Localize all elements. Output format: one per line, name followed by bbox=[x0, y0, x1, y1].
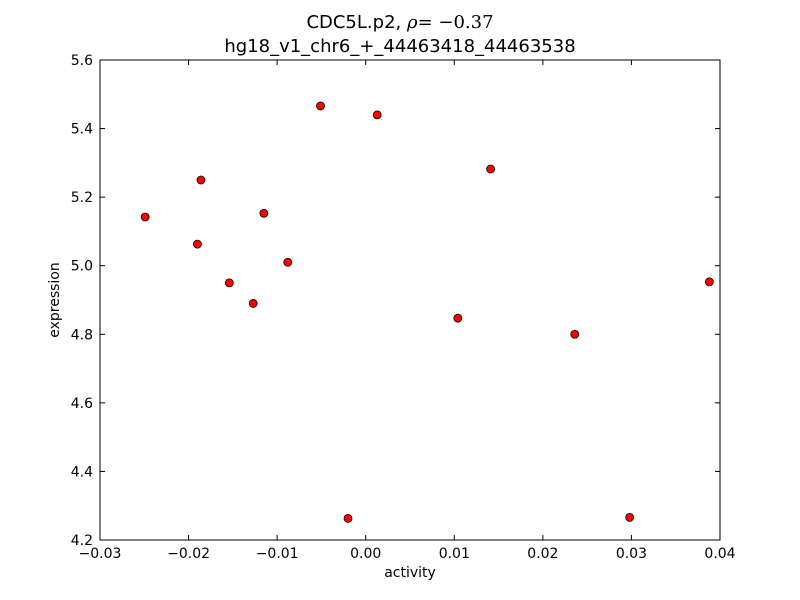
data-point bbox=[283, 257, 293, 267]
data-point bbox=[259, 208, 269, 218]
y-tick-label: 4.4 bbox=[71, 464, 93, 480]
x-axis-label: activity bbox=[384, 565, 436, 581]
data-point bbox=[372, 110, 382, 120]
chart-title-rho-symbol: ρ bbox=[406, 12, 418, 33]
x-tick-label: 0.00 bbox=[350, 546, 381, 562]
chart-title: CDC5L.p2, ρ= −0.37 bbox=[0, 13, 800, 33]
data-point bbox=[343, 514, 353, 523]
data-point bbox=[193, 239, 202, 249]
data-point bbox=[486, 164, 496, 174]
x-tick-label: −0.03 bbox=[79, 546, 122, 562]
x-tick-label: 0.04 bbox=[704, 546, 735, 562]
y-tick-label: 4.2 bbox=[71, 533, 93, 549]
chart-title-gene: CDC5L.p2, bbox=[306, 12, 402, 33]
y-tick-label: 4.6 bbox=[71, 396, 93, 412]
y-tick-label: 5.6 bbox=[71, 53, 93, 69]
chart-title-rho-value: = −0.37 bbox=[417, 12, 494, 33]
data-point bbox=[625, 512, 635, 522]
y-tick-label: 4.8 bbox=[71, 327, 93, 343]
x-tick-label: 0.03 bbox=[616, 546, 647, 562]
data-point bbox=[248, 299, 258, 308]
data-point bbox=[704, 277, 714, 287]
chart-subtitle: hg18_v1_chr6_+_44463418_44463538 bbox=[224, 36, 576, 57]
data-point bbox=[196, 175, 206, 185]
x-tick-label: −0.01 bbox=[256, 546, 299, 562]
data-point bbox=[453, 313, 463, 323]
x-tick-label: 0.01 bbox=[439, 546, 470, 562]
y-tick-label: 5.2 bbox=[71, 190, 93, 206]
x-tick-label: 0.02 bbox=[527, 546, 558, 562]
x-tick-label: −0.02 bbox=[167, 546, 210, 562]
y-tick-label: 5.4 bbox=[71, 122, 93, 138]
data-point bbox=[316, 101, 325, 111]
data-point bbox=[224, 278, 234, 288]
y-tick-label: 5.0 bbox=[71, 259, 93, 275]
data-point bbox=[570, 329, 580, 339]
data-point bbox=[140, 212, 150, 222]
plot-frame bbox=[99, 59, 721, 541]
y-axis-label: expression bbox=[47, 262, 63, 338]
